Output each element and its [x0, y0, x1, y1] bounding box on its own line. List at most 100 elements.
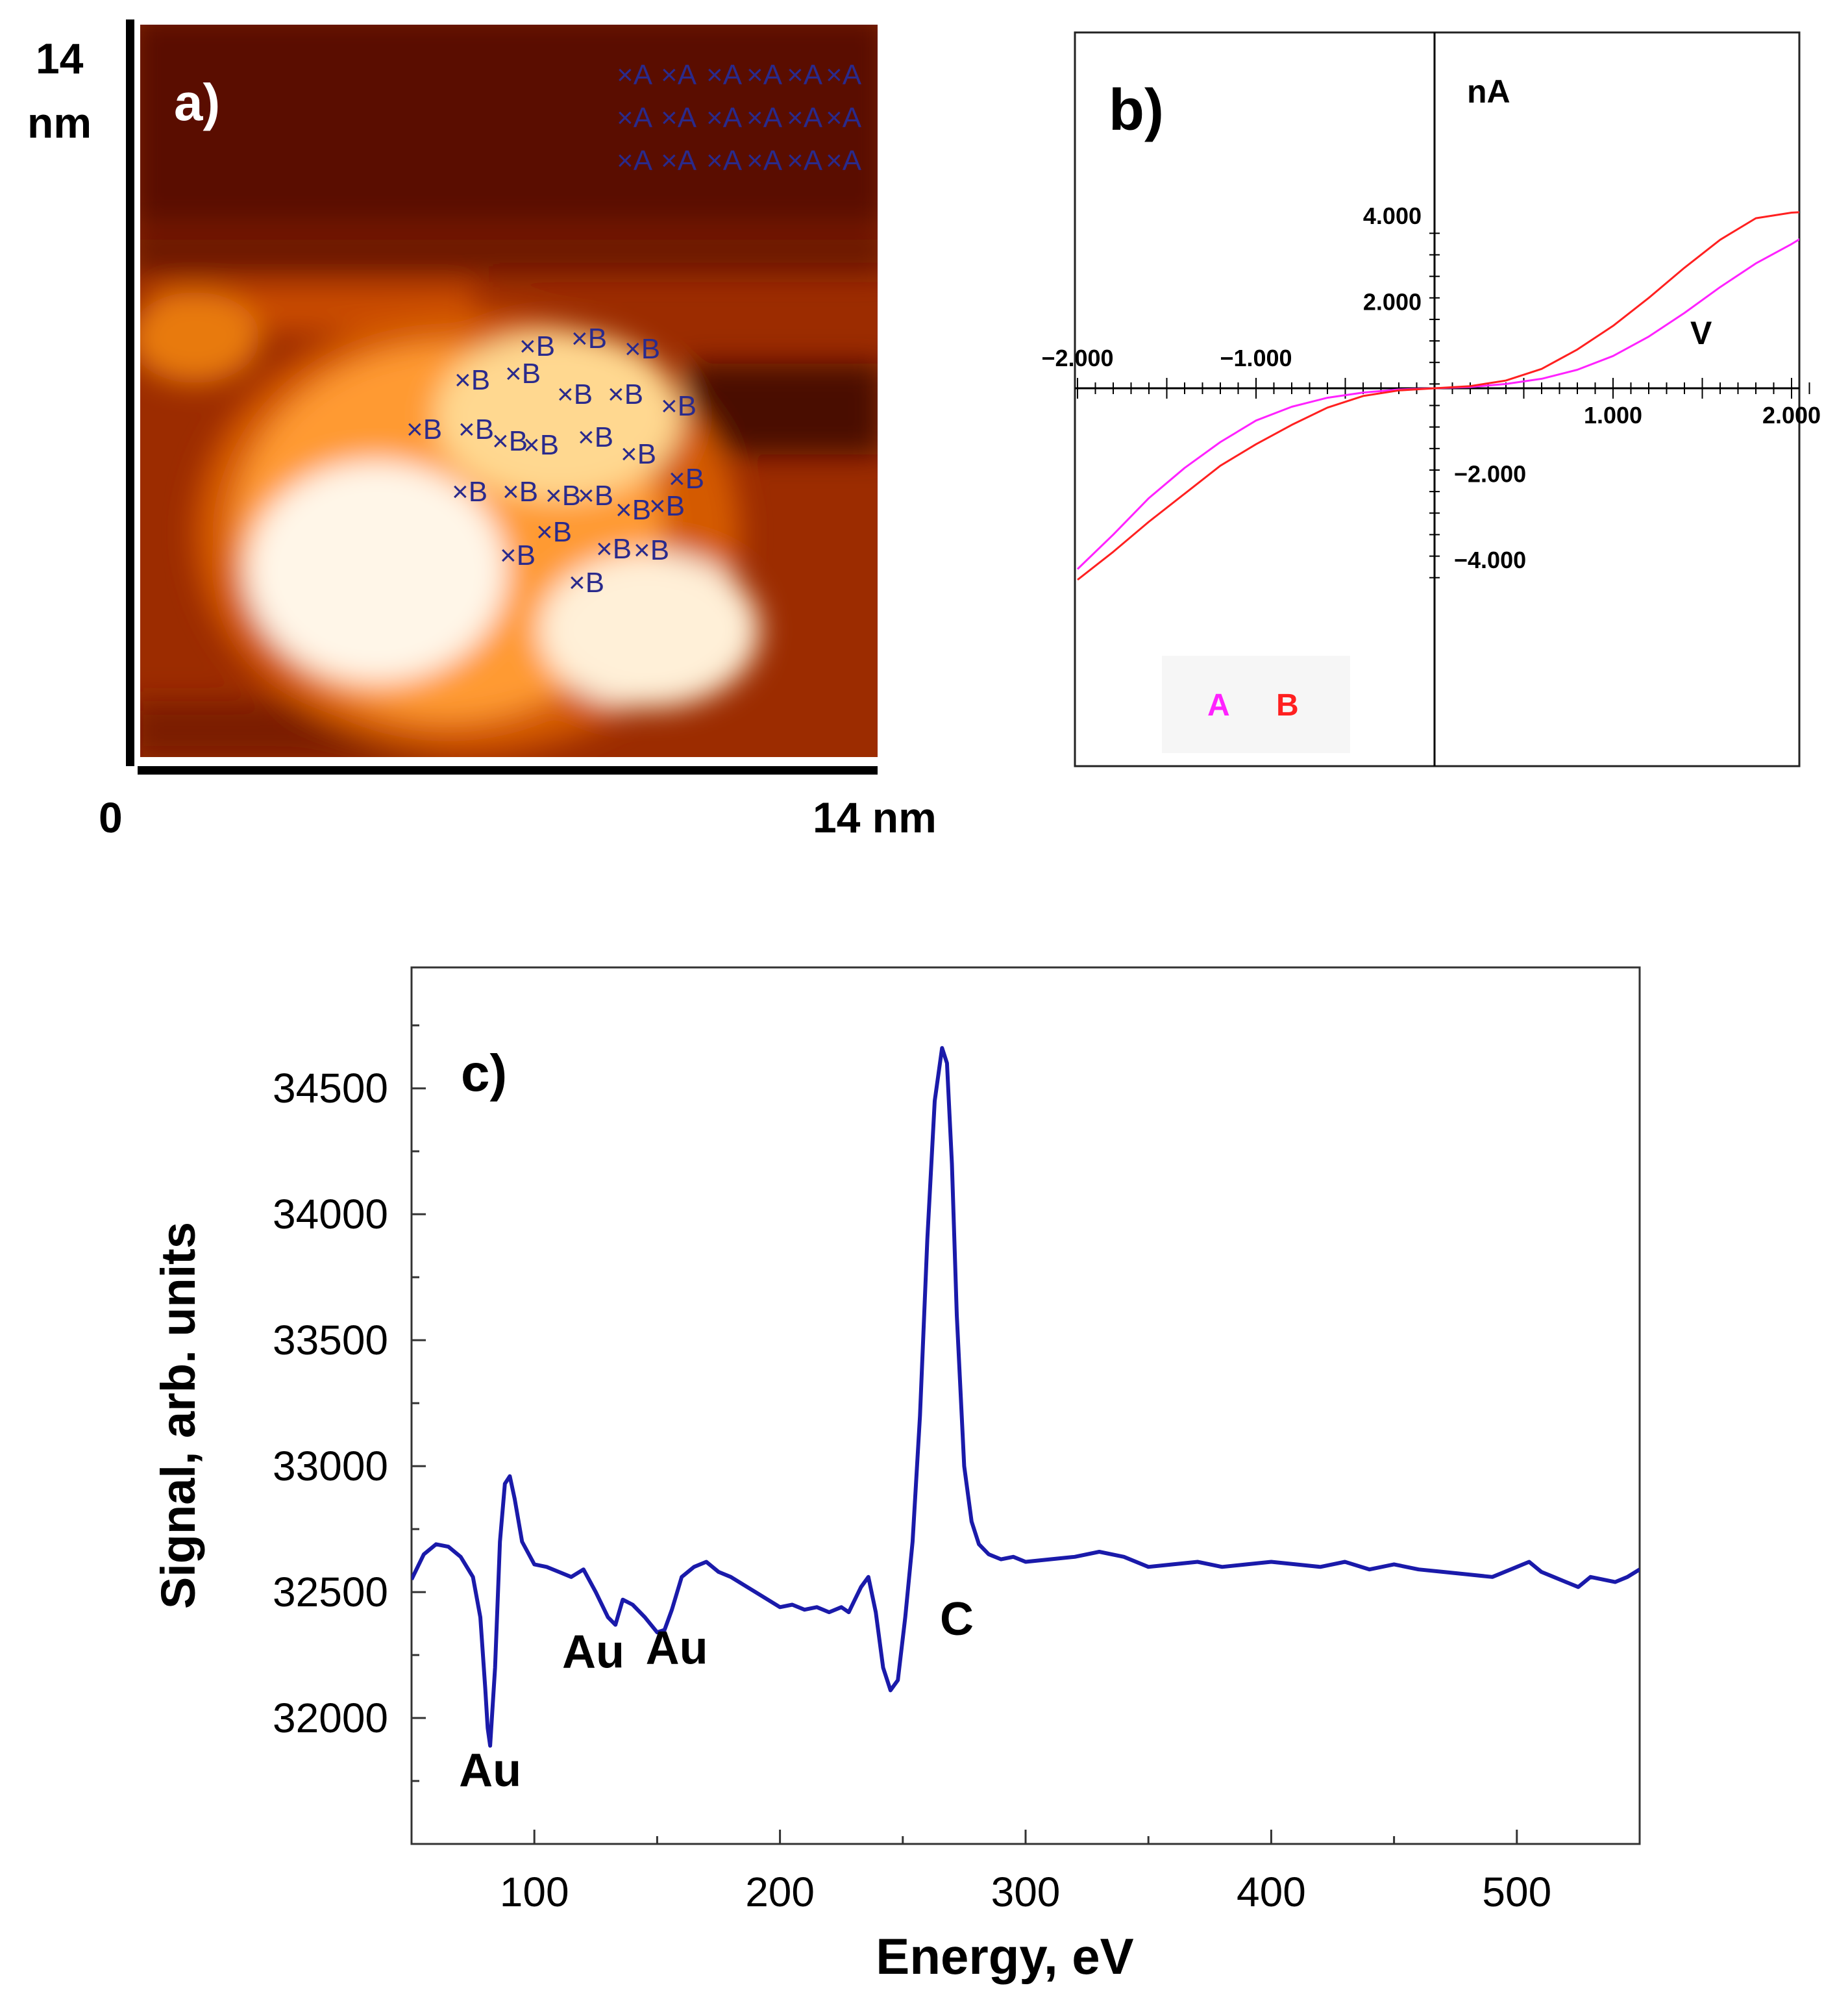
marker-b: ×B: [634, 534, 669, 566]
x-tick-label: 100: [500, 1869, 569, 1915]
panel-b-tick-labels: −2.000 −1.000 1.000 2.000 4.000 2.000 −2.000 −4…: [1041, 203, 1821, 573]
marker-b: ×B: [500, 540, 536, 571]
marker-b: ×B: [661, 390, 696, 422]
legend-label-a: A: [1207, 688, 1230, 723]
x-axis-bar: [138, 766, 878, 775]
marker-b: ×B: [578, 480, 613, 512]
marker-a: ×A: [826, 145, 862, 177]
panel-c-plot-area: [412, 1046, 1640, 1748]
peak-label: Au: [562, 1626, 624, 1678]
y-axis-title: Signal, arb. units: [151, 1222, 205, 1609]
y-axis-bar: [126, 19, 134, 766]
x-axis-title: Energy, eV: [876, 1928, 1133, 1985]
marker-b: ×B: [624, 333, 660, 365]
y-tick-label: −2.000: [1454, 461, 1526, 488]
origin-label: 0: [99, 793, 123, 841]
marker-a: ×A: [706, 102, 743, 134]
y-axis-unit-label: nm: [27, 99, 92, 147]
peak-annotations: Au Au Au C: [459, 1593, 974, 1797]
marker-b: ×B: [571, 323, 607, 355]
panel-b-x-unit: V: [1690, 315, 1712, 351]
y-tick-label: 2.000: [1363, 288, 1422, 315]
marker-b: ×B: [578, 421, 613, 453]
legend-box: [1162, 656, 1350, 753]
marker-b: ×B: [519, 330, 555, 362]
marker-a: ×A: [826, 102, 862, 134]
x-tick-label: −1.000: [1220, 345, 1292, 371]
marker-a: ×A: [617, 59, 653, 91]
marker-b: ×B: [505, 358, 541, 390]
y-tick-label: 4.000: [1363, 203, 1422, 229]
x-tick-label: 500: [1482, 1869, 1551, 1915]
panel-b-y-unit: nA: [1467, 73, 1510, 110]
x-tick-label: 200: [745, 1869, 815, 1915]
marker-b: ×B: [523, 429, 559, 461]
stm-cluster-lower: [539, 552, 759, 708]
stm-dark-right: [688, 364, 878, 454]
panel-c-spectrum: 100 200 300 400 500 32000 32500 33000 33500 34000…: [151, 966, 1641, 1985]
y-tick-label: 34500: [273, 1065, 388, 1112]
point-markers: ×A ×A ×A ×A ×A ×A×A ×A ×A ×A ×A ×A×A ×A ×A ×A ×A ×A×B ×B…: [406, 59, 862, 599]
marker-b: ×B: [615, 494, 651, 526]
marker-b: ×B: [569, 567, 604, 599]
peak-label: Au: [459, 1745, 521, 1797]
marker-b: ×B: [452, 476, 487, 508]
panel-b-label: b): [1109, 78, 1164, 143]
stm-cluster-upper: [435, 331, 682, 500]
marker-b: ×B: [669, 463, 704, 495]
iv-series: [1076, 211, 1799, 581]
y-tick-label: −4.000: [1454, 547, 1526, 573]
marker-b: ×B: [492, 425, 528, 457]
panel-b-frame: [1074, 31, 1801, 767]
iv-curve-b: [1077, 211, 1799, 581]
marker-a: ×A: [661, 145, 697, 177]
y-axis-top-label: 14: [36, 34, 84, 82]
panel-b-plot-area: [1076, 211, 1799, 753]
marker-a: ×A: [706, 59, 743, 91]
panel-c-ticks: 100 200 300 400 500 32000 32500 33000 33500 34000…: [273, 1024, 1641, 1915]
marker-b: ×B: [649, 490, 685, 522]
y-tick-label: 33500: [273, 1317, 388, 1363]
x-tick-label: 2.000: [1762, 402, 1821, 429]
marker-a: ×A: [787, 102, 823, 134]
x-tick-label: −2.000: [1041, 345, 1113, 371]
x-tick-label: 300: [991, 1869, 1061, 1915]
legend-label-b: B: [1276, 688, 1299, 723]
marker-b: ×B: [458, 414, 494, 445]
marker-b: ×B: [536, 516, 572, 548]
marker-b: ×B: [557, 379, 593, 410]
panel-c-label: c): [461, 1044, 507, 1102]
stm-dark-top-band: [140, 25, 878, 227]
marker-a: ×A: [617, 145, 653, 177]
marker-a: ×A: [746, 102, 783, 134]
spectrum-line: [412, 1046, 1640, 1748]
stm-heatmap: ×A ×A ×A ×A ×A ×A×A ×A ×A ×A ×A ×A×A ×A ×A ×A ×A ×A×B ×B…: [140, 25, 878, 757]
stm-cluster-core: [247, 461, 506, 682]
marker-b: ×B: [406, 414, 442, 445]
x-tick-label: 1.000: [1584, 402, 1642, 429]
panel-c-frame: [410, 966, 1641, 1845]
panel-b-iv-curves: −2.000 −1.000 1.000 2.000 4.000 2.000 −2.000 −4…: [1041, 31, 1821, 767]
marker-b: ×B: [608, 379, 643, 410]
panel-a-stm-image: ×A ×A ×A ×A ×A ×A×A ×A ×A ×A ×A ×A×A ×A ×A ×A ×A ×A×B ×B…: [27, 19, 937, 841]
y-tick-label: 32500: [273, 1569, 388, 1615]
marker-a: ×A: [746, 59, 783, 91]
marker-b: ×B: [621, 438, 656, 470]
x-tick-label: 400: [1237, 1869, 1306, 1915]
marker-b: ×B: [596, 533, 632, 565]
stm-features: [140, 25, 878, 757]
marker-a: ×A: [617, 102, 653, 134]
peak-label: C: [940, 1593, 974, 1645]
marker-b: ×B: [454, 364, 490, 396]
panel-a-label: a): [174, 73, 220, 131]
marker-a: ×A: [661, 59, 697, 91]
marker-b: ×B: [545, 480, 581, 512]
marker-a: ×A: [746, 145, 783, 177]
marker-a: ×A: [706, 145, 743, 177]
y-tick-label: 34000: [273, 1191, 388, 1238]
marker-b: ×B: [502, 476, 538, 508]
stm-hot-spot: [140, 292, 260, 383]
marker-a: ×A: [826, 59, 862, 91]
y-tick-label: 32000: [273, 1695, 388, 1741]
